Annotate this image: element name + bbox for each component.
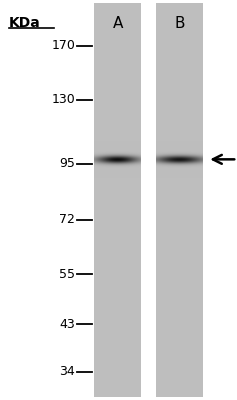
Text: KDa: KDa [9, 16, 41, 30]
Text: 130: 130 [51, 94, 75, 106]
Text: 34: 34 [59, 365, 75, 378]
Text: B: B [174, 16, 185, 30]
Text: 170: 170 [51, 39, 75, 52]
Text: A: A [113, 16, 123, 30]
Bar [156, 3, 203, 397]
Text: 43: 43 [59, 318, 75, 331]
Text: 55: 55 [59, 268, 75, 281]
Text: 95: 95 [59, 157, 75, 170]
Bar [94, 3, 141, 397]
Text: 72: 72 [59, 213, 75, 226]
